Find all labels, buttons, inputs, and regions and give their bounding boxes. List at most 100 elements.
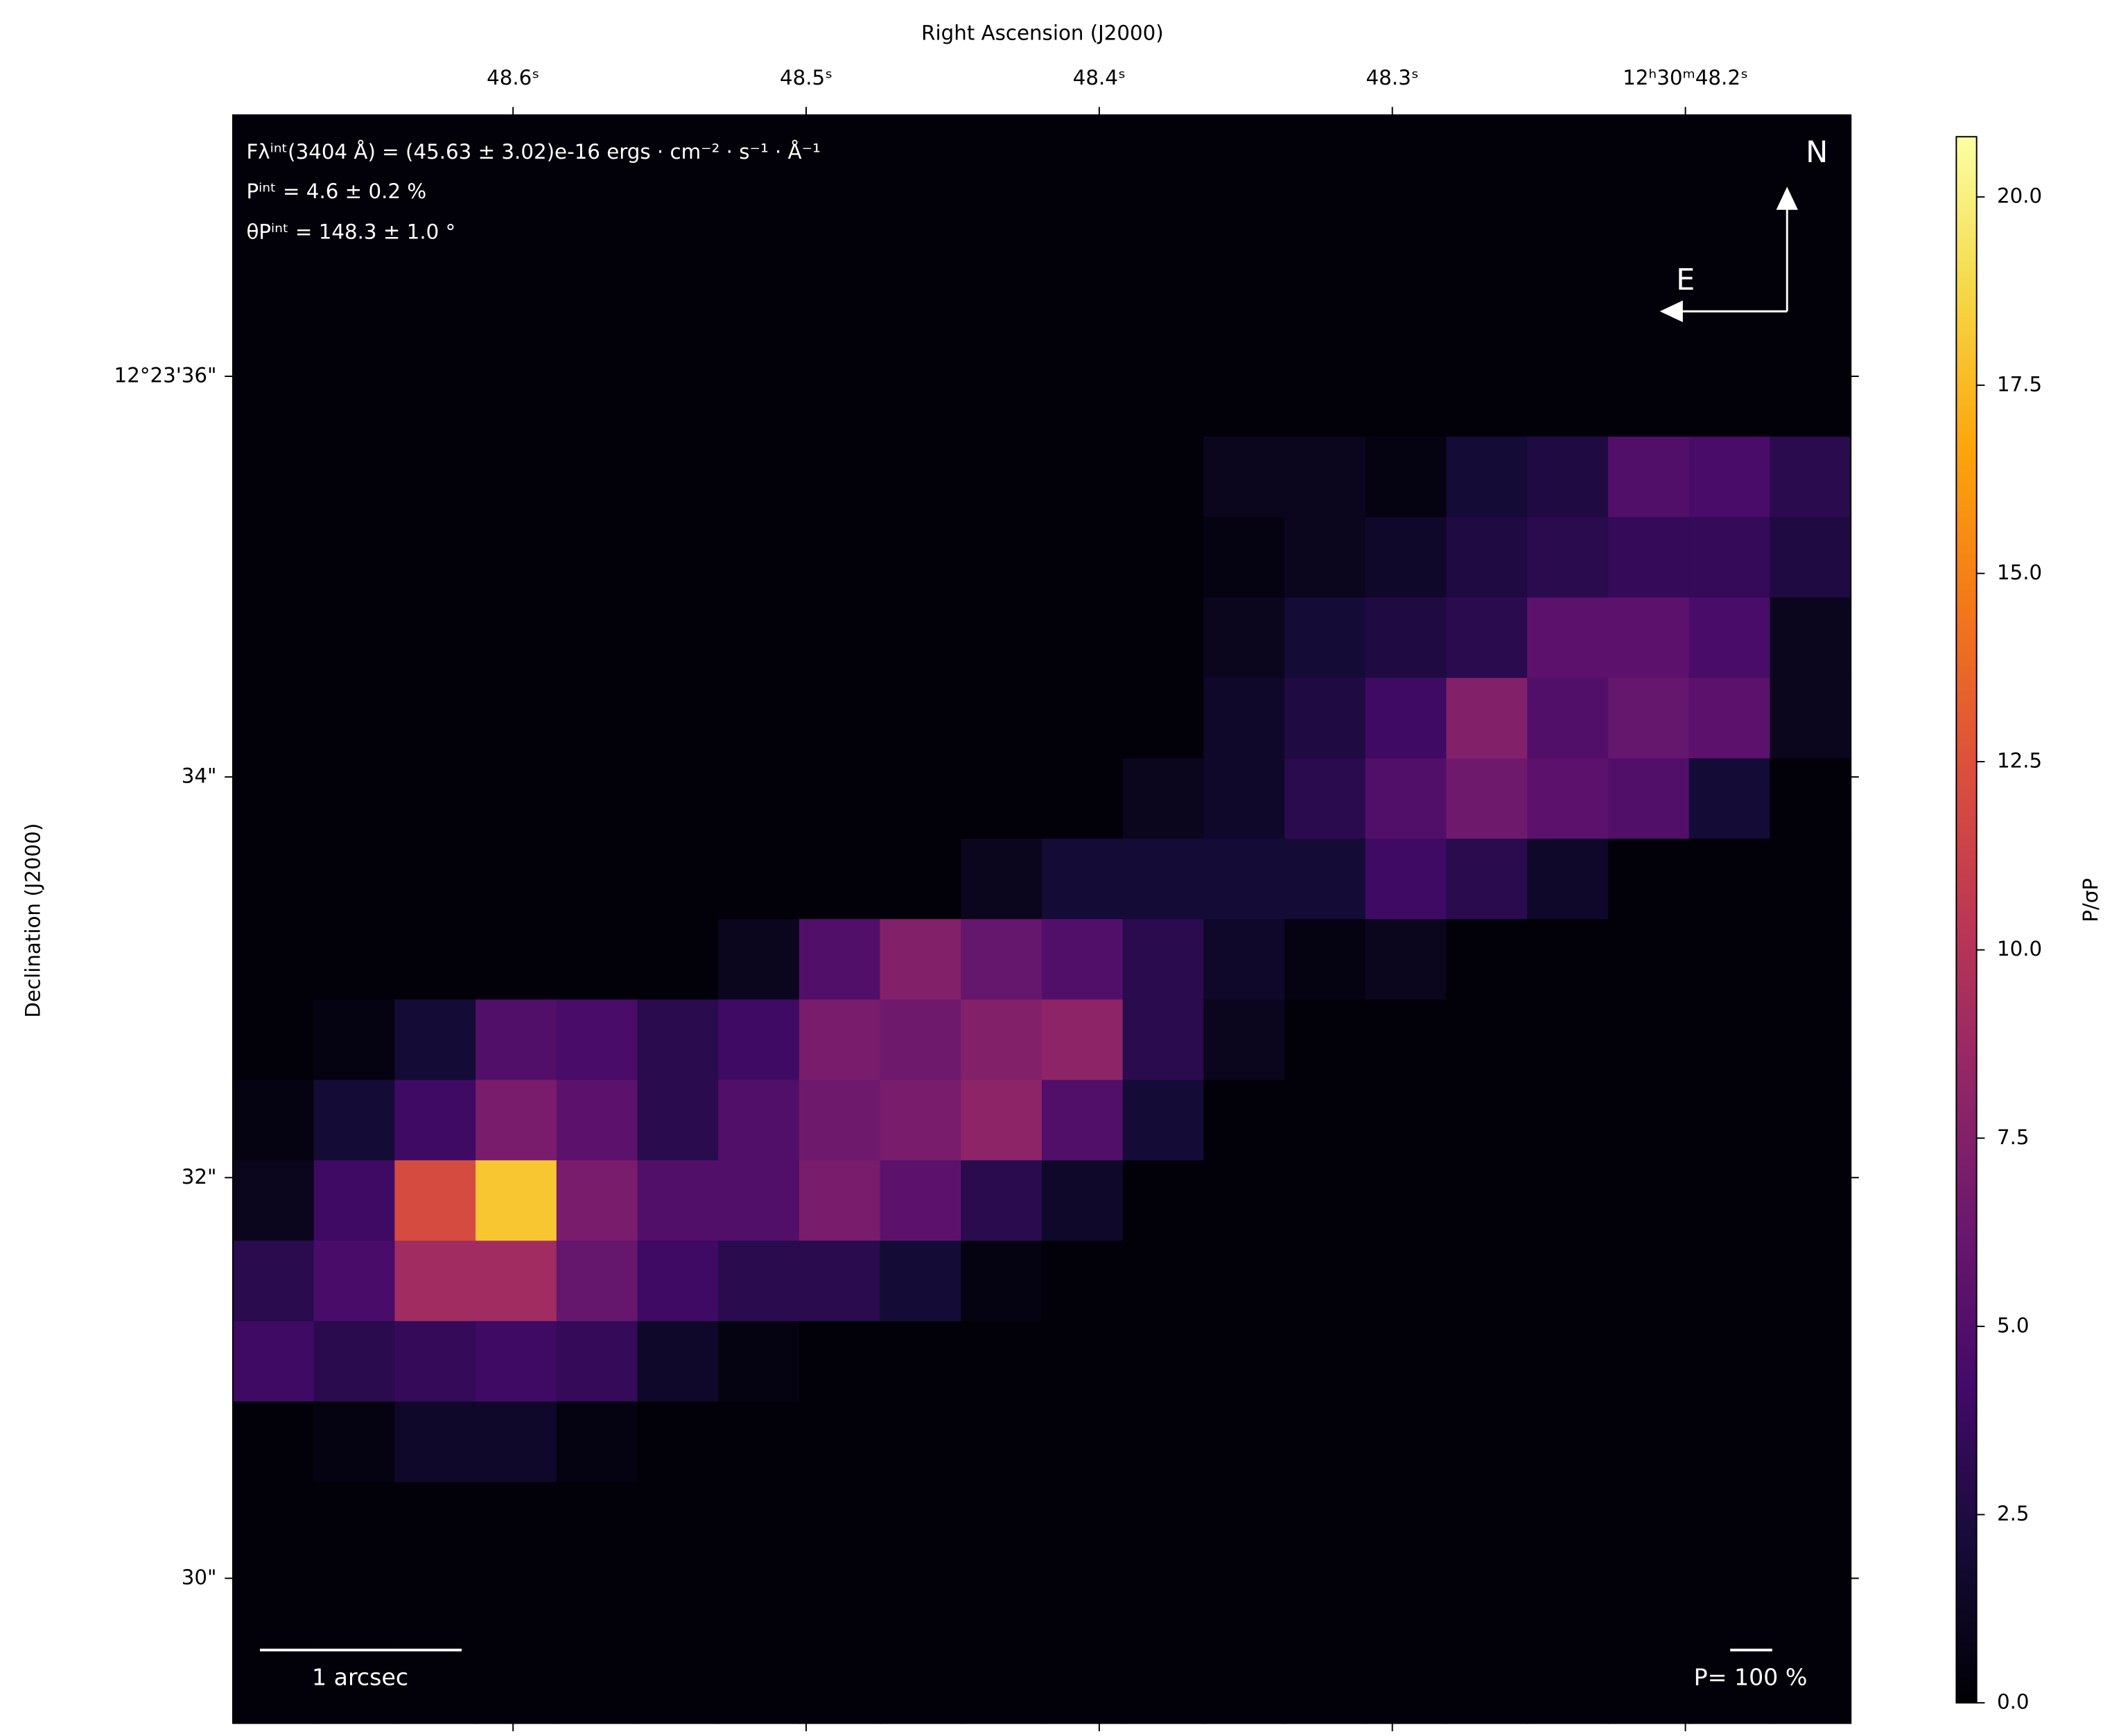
heatmap-cell <box>718 1562 801 1644</box>
heatmap-cell <box>718 115 801 197</box>
heatmap-cell <box>394 999 477 1081</box>
heatmap-cell <box>1284 758 1366 840</box>
heatmap-cell <box>1527 276 1609 358</box>
heatmap-cell <box>1284 1080 1366 1161</box>
heatmap-cell <box>1203 1080 1286 1161</box>
y-tick-label: 34" <box>182 764 217 788</box>
heatmap-cell <box>1446 1642 1528 1724</box>
heatmap-cell <box>394 678 477 760</box>
heatmap-cell <box>556 1401 638 1483</box>
heatmap-cell <box>1203 919 1286 1001</box>
heatmap-cell <box>1770 597 1852 679</box>
heatmap-cell <box>961 1321 1043 1403</box>
heatmap-cell <box>1446 195 1528 277</box>
heatmap-cell <box>1365 1562 1447 1644</box>
heatmap-cell <box>798 1482 881 1563</box>
heatmap-cell <box>313 597 396 679</box>
heatmap-cell <box>394 195 477 277</box>
heatmap-cell <box>1203 356 1286 438</box>
heatmap-cell <box>394 1482 477 1563</box>
vector-scale-label: P= 100 % <box>1694 1663 1808 1690</box>
heatmap-cell <box>232 597 315 679</box>
heatmap-cell <box>637 678 719 760</box>
heatmap-cell <box>1284 839 1366 920</box>
heatmap-cell <box>718 839 801 920</box>
heatmap-cell <box>394 1562 477 1644</box>
heatmap-cell <box>637 1642 719 1724</box>
heatmap-cell <box>718 437 801 518</box>
heatmap-cell <box>1365 919 1447 1001</box>
heatmap-cell <box>718 919 801 1001</box>
colorbar-tick-label: 7.5 <box>1997 1125 2030 1149</box>
heatmap-cell <box>1446 1321 1528 1403</box>
heatmap-cell <box>1527 356 1609 438</box>
heatmap-cell <box>1284 356 1366 438</box>
heatmap-cell <box>798 1240 881 1322</box>
heatmap-cell <box>232 999 315 1081</box>
heatmap-cell <box>798 1642 881 1724</box>
colorbar-tick-label: 15.0 <box>1997 561 2042 584</box>
heatmap-cell <box>394 517 477 599</box>
heatmap-cell <box>1688 517 1771 599</box>
heatmap-cell <box>1607 597 1690 679</box>
heatmap-cell <box>1607 1482 1690 1563</box>
heatmap-cell <box>637 195 719 277</box>
heatmap-cell <box>637 1482 719 1563</box>
heatmap-cell <box>1041 1642 1124 1724</box>
heatmap-cell <box>1365 437 1447 518</box>
heatmap-cell <box>475 839 557 920</box>
heatmap-cell <box>1446 1240 1528 1322</box>
heatmap-cell <box>1122 195 1205 277</box>
heatmap-cell <box>961 356 1043 438</box>
heatmap-cell <box>1365 839 1447 920</box>
heatmap-cell <box>961 1401 1043 1483</box>
heatmap-cell <box>232 1401 315 1483</box>
heatmap-cell <box>313 999 396 1081</box>
heatmap-cell <box>1527 195 1609 277</box>
heatmap-cell <box>1688 1240 1771 1322</box>
heatmap-cell <box>637 1562 719 1644</box>
heatmap-cell <box>1041 1080 1124 1161</box>
heatmap-cell <box>313 1562 396 1644</box>
heatmap-cell <box>1688 597 1771 679</box>
heatmap-cell <box>475 1642 557 1724</box>
x-tick-label: 48.4ˢ <box>1073 66 1126 89</box>
heatmap-cell <box>1041 276 1124 358</box>
heatmap-cell <box>1041 195 1124 277</box>
heatmap-cell <box>1365 115 1447 197</box>
heatmap-cell <box>1041 356 1124 438</box>
heatmap-cell <box>1284 678 1366 760</box>
heatmap-cell <box>1365 276 1447 358</box>
heatmap-cell <box>798 276 881 358</box>
heatmap-cell <box>961 437 1043 518</box>
heatmap-cell <box>961 758 1043 840</box>
heatmap-cell <box>1203 437 1286 518</box>
heatmap-cell <box>556 1321 638 1403</box>
heatmap-cell <box>1527 1160 1609 1242</box>
heatmap-cell <box>1122 437 1205 518</box>
colorbar-tick-label: 2.5 <box>1997 1502 2030 1525</box>
heatmap-cell <box>798 1401 881 1483</box>
heatmap-cell <box>556 839 638 920</box>
heatmap-cell <box>1446 437 1528 518</box>
heatmap-cell <box>475 517 557 599</box>
heatmap-cell <box>1770 1562 1852 1644</box>
heatmap-cell <box>637 437 719 518</box>
heatmap-cell <box>798 597 881 679</box>
heatmap-cell <box>556 1482 638 1563</box>
heatmap-cell <box>880 276 962 358</box>
heatmap-cell <box>1122 758 1205 840</box>
heatmap-cell <box>475 678 557 760</box>
heatmap-cell <box>718 678 801 760</box>
heatmap-cell <box>1122 1321 1205 1403</box>
heatmap-cell <box>1122 839 1205 920</box>
heatmap-cell <box>394 276 477 358</box>
heatmap-cell <box>637 597 719 679</box>
heatmap-cell <box>880 195 962 277</box>
colorbar-tick-label: 12.5 <box>1997 749 2042 773</box>
heatmap-cell <box>1122 597 1205 679</box>
heatmap-cell <box>232 919 315 1001</box>
heatmap-cell <box>1607 919 1690 1001</box>
north-arrowhead <box>1776 186 1798 210</box>
heatmap-cell <box>394 437 477 518</box>
